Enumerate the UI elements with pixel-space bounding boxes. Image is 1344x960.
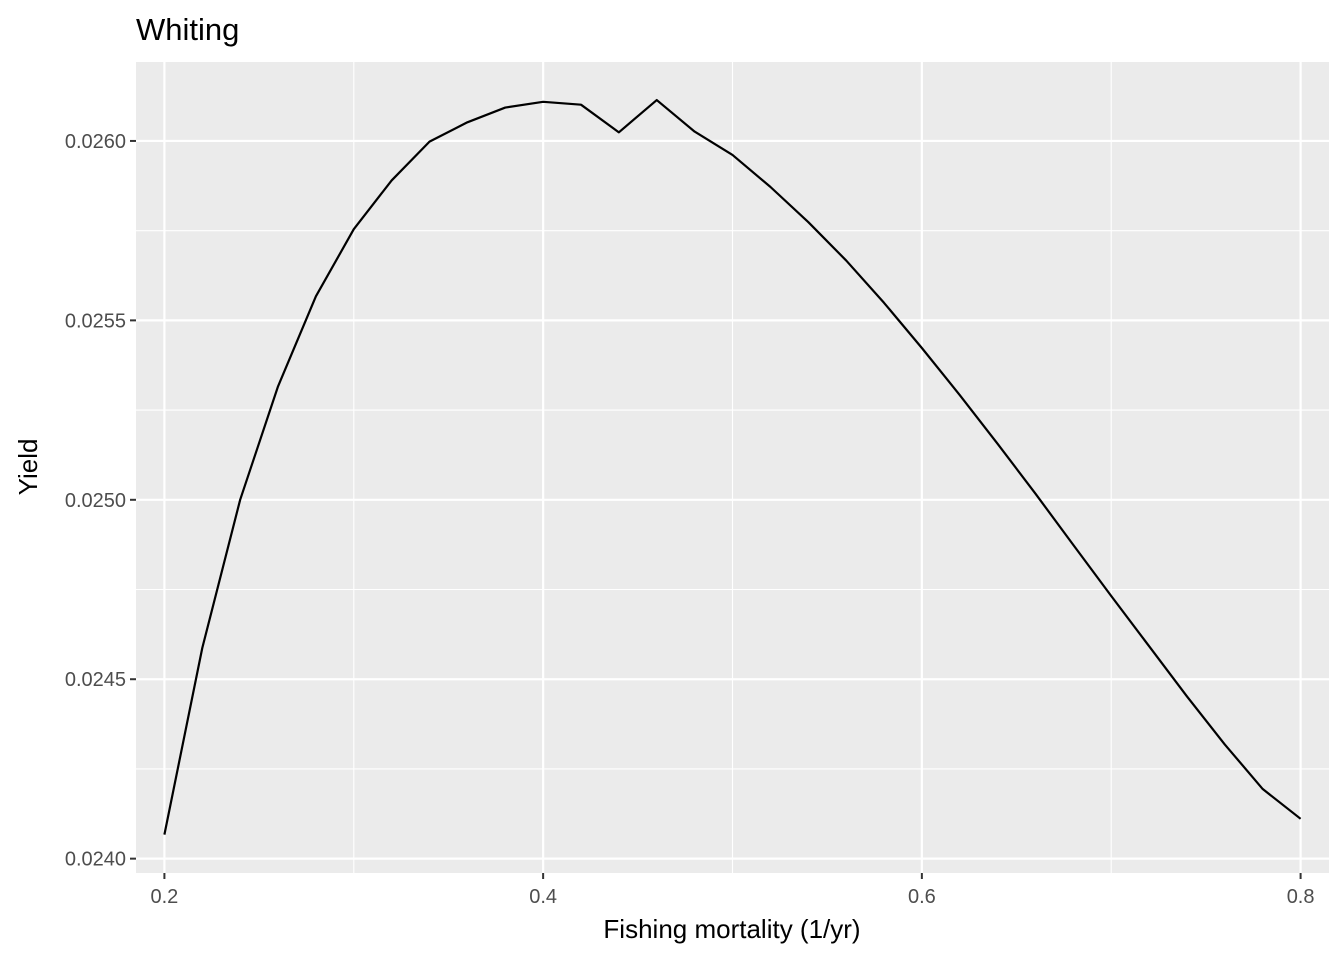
yield-series-line [163, 98, 1302, 835]
y-tick-label: 0.0245 [65, 669, 126, 691]
x-tick-label: 0.8 [1287, 886, 1315, 908]
y-tick-label: 0.0260 [65, 131, 126, 153]
x-tick-label: 0.4 [529, 886, 557, 908]
x-tick-label: 0.2 [150, 886, 178, 908]
major-grid-lines [136, 62, 1329, 873]
y-tick-label: 0.0250 [65, 490, 126, 512]
minor-grid-lines [136, 62, 1329, 873]
y-axis: 0.0240 0.0245 0.0250 0.0255 0.0260 [65, 131, 136, 871]
x-tick-label: 0.6 [908, 886, 936, 908]
y-tick-label: 0.0240 [65, 849, 126, 871]
y-axis-title: Yield [13, 439, 43, 496]
series-layer [163, 98, 1302, 835]
y-tick-label: 0.0255 [65, 310, 126, 332]
chart-title: Whiting [136, 12, 239, 47]
x-axis-title: Fishing mortality (1/yr) [603, 914, 860, 944]
x-axis: 0.2 0.4 0.6 0.8 [150, 873, 1315, 908]
